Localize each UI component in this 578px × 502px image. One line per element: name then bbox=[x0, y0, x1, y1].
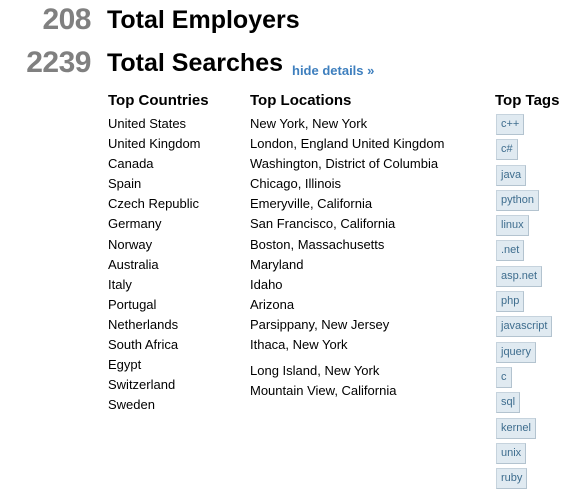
list-item: php bbox=[495, 291, 559, 316]
list-item: c# bbox=[495, 139, 559, 164]
tag-dotnet[interactable]: .net bbox=[496, 240, 525, 262]
list-item: Parsippany, New Jersey bbox=[250, 316, 390, 332]
tag-jquery[interactable]: jquery bbox=[496, 341, 536, 363]
list-item: ruby bbox=[495, 468, 559, 493]
tag-sql[interactable]: sql bbox=[496, 392, 521, 414]
list-item: kernel bbox=[495, 417, 559, 443]
list-item: Switzerland bbox=[108, 377, 176, 393]
tag-java[interactable]: java bbox=[496, 164, 527, 186]
tag-aspnet[interactable]: asp.net bbox=[496, 265, 543, 287]
list-item: jquery bbox=[495, 341, 559, 367]
top-locations-column: Top Locations New York, New York London,… bbox=[250, 92, 444, 401]
list-item: Arizona bbox=[250, 296, 295, 312]
list-item: c++ bbox=[495, 114, 559, 139]
list-item: linux bbox=[495, 215, 559, 240]
top-locations-title: Top Locations bbox=[250, 92, 352, 109]
tag-python[interactable]: python bbox=[496, 189, 540, 211]
list-item: Sweden bbox=[108, 397, 155, 413]
tags-list: c++ c# java python linux .net asp.net ph… bbox=[495, 114, 559, 493]
list-item: Canada bbox=[108, 156, 154, 172]
tag-c[interactable]: c bbox=[496, 366, 512, 388]
list-item: London, England United Kingdom bbox=[250, 136, 445, 152]
list-item: United States bbox=[108, 116, 187, 131]
list-item: South Africa bbox=[108, 337, 179, 353]
list-item: Italy bbox=[108, 276, 132, 292]
list-item: Spain bbox=[108, 176, 142, 192]
countries-list: United States United Kingdom Canada Spai… bbox=[108, 114, 209, 415]
hide-details-link[interactable]: hide details » bbox=[292, 63, 375, 78]
list-item: python bbox=[495, 189, 559, 215]
top-countries-title: Top Countries bbox=[108, 92, 209, 109]
locations-list: New York, New York London, England Unite… bbox=[250, 114, 444, 401]
searches-label: Total Searches bbox=[107, 49, 284, 77]
tag-linux[interactable]: linux bbox=[496, 215, 529, 237]
list-item: Germany bbox=[108, 216, 162, 232]
list-item: Norway bbox=[108, 236, 153, 252]
list-item: Boston, Massachusetts bbox=[250, 236, 385, 252]
list-item: Portugal bbox=[108, 296, 157, 312]
list-item: Australia bbox=[108, 256, 159, 272]
list-item: Czech Republic bbox=[108, 196, 200, 212]
stat-total-employers: 208 Total Employers bbox=[0, 0, 578, 40]
tag-javascript[interactable]: javascript bbox=[496, 316, 553, 338]
tag-php[interactable]: php bbox=[496, 291, 525, 313]
employers-label: Total Employers bbox=[107, 6, 300, 34]
list-item: New York, New York bbox=[250, 116, 368, 131]
list-item: unix bbox=[495, 442, 559, 468]
tag-kernel[interactable]: kernel bbox=[496, 417, 536, 439]
list-item: Maryland bbox=[250, 256, 304, 272]
tag-unix[interactable]: unix bbox=[496, 442, 527, 464]
tag-ruby[interactable]: ruby bbox=[496, 468, 528, 490]
list-item: javascript bbox=[495, 316, 559, 341]
list-item: Chicago, Illinois bbox=[250, 176, 342, 192]
list-item: .net bbox=[495, 240, 559, 265]
list-item: San Francisco, California bbox=[250, 216, 396, 232]
list-item: c bbox=[495, 366, 559, 392]
list-item: Emeryville, California bbox=[250, 196, 373, 212]
tag-csharp[interactable]: c# bbox=[496, 139, 518, 161]
list-item: Idaho bbox=[250, 276, 283, 292]
list-item: asp.net bbox=[495, 265, 559, 291]
top-tags-title: Top Tags bbox=[495, 92, 560, 109]
top-tags-column: Top Tags c++ c# java python linux .net a… bbox=[495, 92, 559, 493]
list-item: Ithaca, New York bbox=[250, 337, 348, 353]
list-item: Long Island, New York bbox=[250, 363, 380, 379]
tag-cpp[interactable]: c++ bbox=[496, 114, 525, 135]
list-item: Netherlands bbox=[108, 316, 179, 332]
list-item: Washington, District of Columbia bbox=[250, 156, 439, 172]
searches-count: 2239 bbox=[26, 46, 91, 79]
stat-total-searches: 2239 Total Searches hide details » bbox=[0, 43, 578, 83]
top-countries-column: Top Countries United States United Kingd… bbox=[108, 92, 209, 415]
list-item: United Kingdom bbox=[108, 136, 201, 152]
list-item: Egypt bbox=[108, 357, 142, 373]
list-item: Mountain View, California bbox=[250, 383, 397, 399]
employers-count: 208 bbox=[42, 3, 91, 36]
list-item: java bbox=[495, 164, 559, 190]
list-item: sql bbox=[495, 392, 559, 417]
